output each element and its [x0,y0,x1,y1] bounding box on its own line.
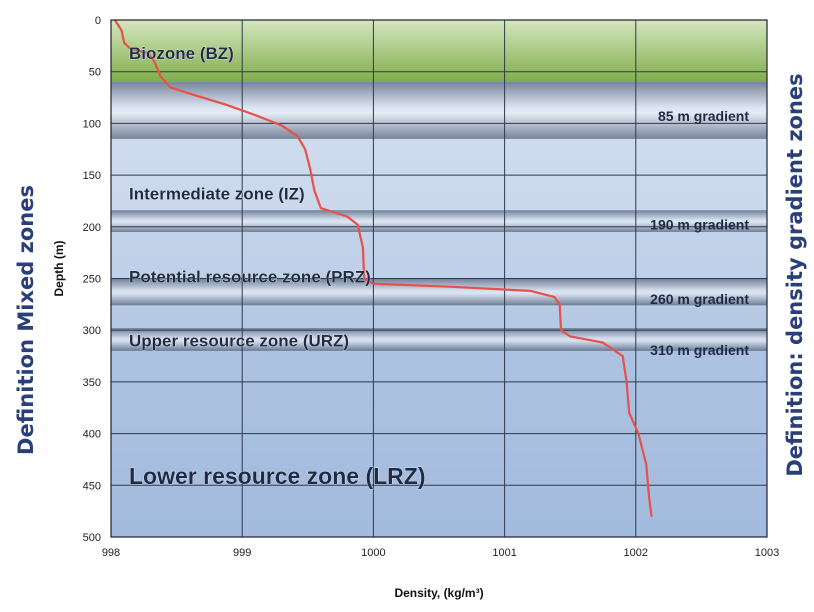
density-point [356,223,359,226]
y-tick-label: 200 [83,222,101,234]
x-tick-label: 1001 [492,547,516,559]
density-point [363,277,366,280]
x-axis-title: Density, (kg/m³) [394,586,483,600]
density-point [558,303,561,306]
density-point [628,412,631,414]
density-profile-line [113,19,653,517]
density-point [625,381,628,383]
density-point [621,355,624,357]
x-tick-label: 1003 [755,547,779,559]
density-point [296,135,299,137]
y-tick-label: 450 [83,480,101,492]
gradient-label-3: 260 m gradient [650,291,749,307]
density-point [191,93,194,96]
zone-5 [111,348,767,537]
density-point [320,207,322,209]
density-point [645,463,648,466]
gradient-label-1: 85 m gradient [658,108,749,124]
y-tick-label: 400 [83,429,101,441]
zone-label-3: Potential resource zone (PRZ) [129,267,371,286]
density-point [313,189,316,192]
y-tick-label: 500 [83,532,101,544]
y-tick-label: 350 [83,377,101,389]
x-tick-label: 1002 [624,547,648,559]
gradient-band-4 [111,328,767,351]
y-tick-label: 150 [83,170,101,182]
right-side-label: Definition: density gradient zones [783,73,807,477]
density-point [362,246,364,249]
density-point [280,124,283,127]
density-point [560,329,562,332]
density-point [225,103,228,106]
gradient-band-1 [111,82,767,139]
density-point [169,86,171,89]
density-point [530,290,532,292]
x-tick-label: 999 [233,547,251,559]
density-point [160,76,162,78]
gradient-label-4: 310 m gradient [650,342,749,358]
y-tick-label: 50 [89,67,101,79]
density-point [650,515,653,518]
density-point [153,60,156,63]
density-point [569,335,571,338]
y-tick-label: 300 [83,325,101,337]
zone-label-2: Intermediate zone (IZ) [129,185,305,204]
density-point [123,41,125,44]
y-tick-label: 0 [95,15,101,27]
zone-label-1: Biozone (BZ) [129,44,234,63]
x-tick-label: 998 [102,547,120,559]
density-point [637,432,640,435]
density-point [254,114,257,116]
density-point [309,169,312,171]
plot-frame [110,19,768,538]
y-axis-title: Depth (m) [52,241,66,297]
gradient-band-3 [111,278,767,306]
x-tick-label: 1000 [361,547,385,559]
density-point [346,215,348,218]
density-point [553,296,556,298]
zone-label-4: Upper resource zone (URZ) [129,332,349,351]
y-tick-label: 250 [83,274,101,286]
density-point [372,282,375,285]
left-side-label: Definition Mixed zones [14,185,38,455]
y-tick-label: 100 [83,118,101,130]
density-point [602,341,604,344]
density-point [451,285,453,288]
zone-label-5: Lower resource zone (LRZ) [129,463,425,489]
density-point [129,48,132,50]
density-point [120,29,123,32]
gradient-label-2: 190 m gradient [650,217,749,233]
density-point [146,52,149,54]
density-point [648,494,650,497]
density-point [304,148,306,151]
